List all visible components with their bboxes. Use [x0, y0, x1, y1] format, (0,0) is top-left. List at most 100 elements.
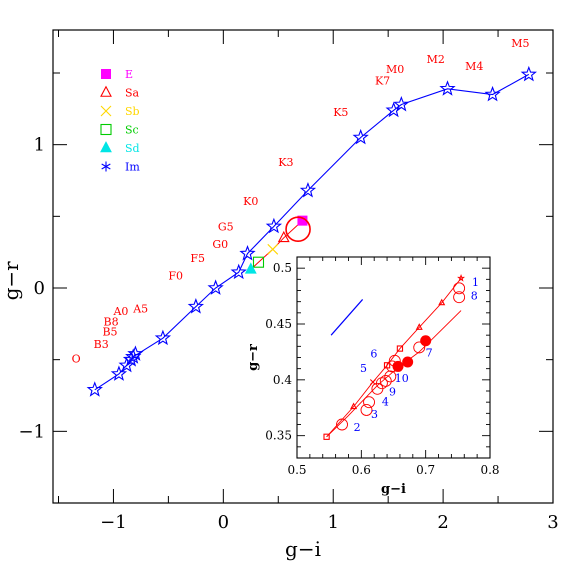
spectral-label: K3 — [278, 156, 293, 169]
x-tick-label: 0 — [218, 512, 229, 533]
inset-open-circle — [413, 341, 426, 354]
inset-filled-circle — [402, 356, 414, 368]
legend-label: Im — [125, 161, 140, 174]
inset-y-tick-label: 0.5 — [273, 261, 292, 275]
spectral-label: M2 — [427, 53, 445, 66]
spectral-label: O — [72, 353, 81, 366]
legend-marker-sc — [100, 123, 112, 136]
inset-track-marker — [457, 274, 466, 282]
inset-open-circle — [379, 375, 392, 387]
star-point — [110, 365, 128, 381]
star-point — [125, 348, 142, 364]
spectral-label: F0 — [168, 269, 183, 282]
spectral-label: B8 — [104, 315, 119, 328]
spectral-label: G5 — [218, 221, 234, 234]
galaxy-point-sa — [277, 230, 290, 243]
spectral-label: K0 — [243, 195, 258, 208]
inset-x-axis-label: g−i — [381, 482, 406, 497]
inset-reddening-vector — [330, 299, 364, 336]
inset-open-circle — [336, 418, 348, 431]
inset-track-marker — [396, 345, 404, 352]
inset-open-circle — [384, 370, 397, 383]
inset-point-label: 9 — [389, 385, 396, 398]
inset-x-tick-label: 0.5 — [287, 463, 306, 477]
galaxy-point-e — [297, 215, 308, 226]
main-plot-markers — [86, 65, 537, 397]
inset-filled-circle — [420, 335, 432, 347]
star-point — [187, 298, 205, 314]
spectral-label: G0 — [212, 238, 228, 251]
inset-x-tick-label: 0.7 — [416, 463, 435, 477]
inset-filled-circle — [392, 360, 404, 372]
spectral-label: K5 — [333, 106, 348, 119]
star-point — [484, 85, 501, 102]
star-point — [207, 279, 224, 295]
main-y-axis-label: g−r — [0, 261, 23, 301]
inset-track-marker — [350, 402, 358, 410]
spectral-label: A0 — [112, 305, 128, 318]
legend-label: Sb — [125, 105, 140, 118]
spectral-label: F5 — [190, 252, 205, 265]
spectral-label: M4 — [465, 60, 483, 73]
inset-point-label: 10 — [395, 372, 409, 385]
inset-x-tick-label: 0.6 — [352, 463, 371, 477]
legend-marker-sa — [100, 85, 112, 97]
inset-point-label: 2 — [354, 421, 361, 434]
inset-y-axis-label: g−r — [246, 344, 261, 371]
inset-track-upper — [326, 277, 462, 438]
spectral-label: M0 — [386, 63, 404, 76]
legend-marker-sd — [100, 141, 112, 153]
inset-y-tick-label: 0.4 — [273, 373, 292, 387]
galaxy-point-sc — [252, 256, 265, 268]
main-axis-ticks: −1 0 1 2 3−101 — [18, 30, 559, 533]
star-point — [439, 80, 456, 96]
inset-point-label: 7 — [426, 346, 433, 359]
inset-point-label: 3 — [371, 408, 378, 421]
inset-point-label: 4 — [382, 396, 389, 409]
spectral-label: M5 — [511, 37, 529, 50]
inset-open-circle — [360, 404, 373, 416]
legend-marker-e — [101, 69, 111, 79]
inset-open-circle — [453, 291, 466, 304]
spectral-label: A5 — [132, 302, 148, 315]
x-tick-label: 3 — [547, 512, 558, 533]
inset-point-label: 5 — [360, 362, 367, 375]
inset-open-circle — [363, 396, 376, 409]
inset-plot: 0.5 0.6 0.7 0.8 0.35 0.4 0.45 0.5 g−i g−r 18 234 56 7… — [246, 256, 500, 497]
spectral-label: B3 — [94, 338, 109, 351]
x-tick-label: 2 — [437, 512, 448, 533]
inset-point-label: 8 — [471, 289, 478, 302]
inset-track-marker — [323, 433, 330, 440]
inset-x-tick-label: 0.8 — [480, 463, 499, 477]
galaxy-point-sb — [267, 243, 279, 255]
spectral-label: K7 — [375, 74, 390, 87]
star-point — [385, 101, 402, 118]
legend: E Sa Sb Sc Sd Im — [100, 68, 140, 174]
legend-label: Sd — [125, 142, 140, 155]
main-plot-frame — [52, 29, 554, 504]
y-tick-label: 1 — [34, 135, 45, 156]
star-point — [154, 329, 172, 346]
star-point — [265, 217, 283, 234]
legend-label: E — [125, 68, 133, 81]
zoom-region-circle — [285, 216, 311, 243]
star-point — [393, 95, 410, 112]
y-tick-label: 0 — [34, 278, 45, 299]
spectral-label: B5 — [102, 325, 117, 338]
star-point — [127, 345, 144, 361]
main-x-axis-label: g−i — [285, 537, 321, 561]
star-point — [299, 181, 317, 198]
inset-y-tick-label: 0.35 — [265, 429, 292, 443]
x-tick-label: −1 — [100, 512, 127, 533]
legend-marker-im — [101, 161, 111, 172]
star-point — [230, 263, 247, 280]
legend-label: Sc — [125, 124, 139, 137]
inset-track-marker — [438, 298, 446, 306]
galaxy-point-sd — [244, 262, 257, 274]
star-point — [239, 245, 256, 261]
star-point — [86, 381, 103, 397]
y-tick-label: −1 — [18, 421, 45, 442]
star-point — [352, 128, 369, 145]
